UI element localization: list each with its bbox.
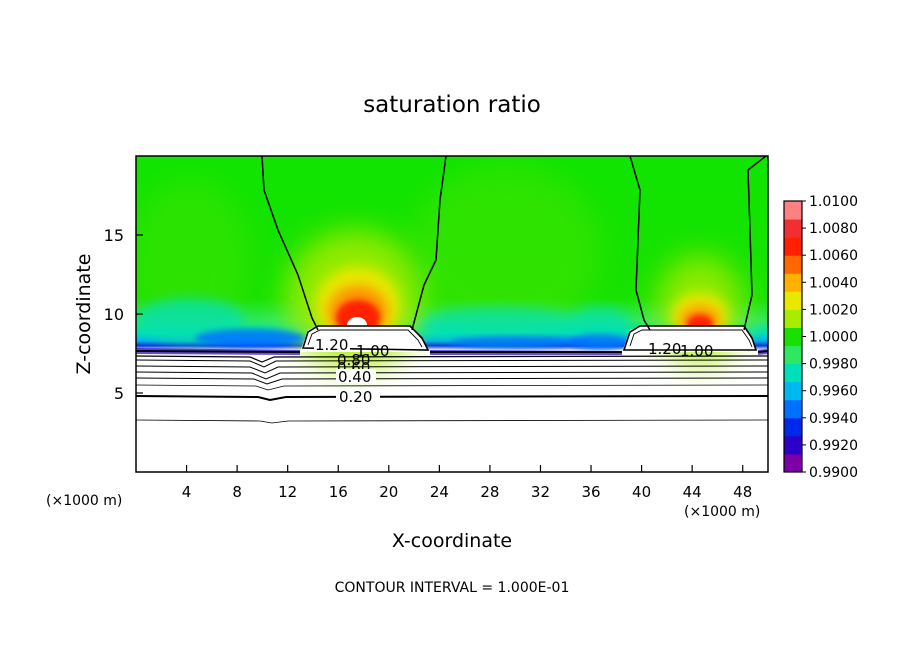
contour-label: 1.20 [315, 336, 348, 354]
contour-label-bg [314, 338, 350, 351]
colorbar-swatch [784, 291, 802, 310]
contour-1-00-d [743, 156, 767, 331]
x-tick-label: 12 [278, 483, 297, 501]
contour-0-50 [136, 371, 768, 380]
contour-0-40 [136, 377, 768, 385]
field-cyan-right [570, 307, 630, 343]
colorbar-swatch [784, 201, 802, 220]
colorbar-label: 1.0040 [809, 275, 858, 291]
field-cyan-mid [420, 307, 580, 343]
colorbar-label: 0.9900 [809, 465, 858, 481]
x-tick-label: 24 [430, 483, 449, 501]
colorbar-label: 0.9920 [809, 438, 858, 454]
x-tick-label: 32 [531, 483, 550, 501]
field-blue-right [570, 334, 630, 350]
contour-0-70 [136, 359, 768, 368]
x-axis-label: X-coordinate [392, 530, 512, 552]
x-tick-label: 8 [232, 483, 242, 501]
colorbar-label: 0.9980 [809, 357, 858, 373]
colorbar-swatch [784, 273, 802, 292]
contour-0-60 [136, 365, 768, 374]
plot-area [136, 156, 768, 472]
colorbar-swatch [784, 399, 802, 419]
contour-label-bg [336, 389, 380, 403]
colorbar-swatch [784, 309, 802, 328]
y-tick-label: 15 [104, 226, 124, 245]
field-haze-mid [410, 165, 600, 335]
y-tick-label: 5 [114, 384, 124, 403]
contour-label: 0.80 [337, 351, 370, 369]
colorbar-swatch [784, 345, 802, 365]
hill-right [622, 326, 758, 352]
colorbar-swatch [784, 255, 802, 274]
x-tick-label: 36 [581, 483, 600, 501]
hill-left-outline-inner [307, 329, 423, 348]
x-tick-label: 40 [632, 483, 651, 501]
x-tick-label: 28 [480, 483, 499, 501]
colorbar-swatch [784, 381, 802, 401]
colorbar-swatch [784, 435, 802, 455]
colorbar-swatch [784, 327, 802, 347]
y-tick-label: 10 [104, 305, 124, 324]
contour-1-00-a [261, 156, 319, 331]
hill-right-outline-inner [629, 329, 753, 348]
field-haze-left [136, 180, 250, 340]
contour-1-00-b [411, 156, 447, 331]
colorbar-swatch [784, 453, 802, 473]
contour-0-30 [136, 384, 768, 391]
colorbar-swatch [784, 417, 802, 437]
colorbar-swatch [784, 237, 802, 256]
contour-label: 1.20 [648, 340, 681, 358]
colorbar-label: 0.9940 [809, 411, 858, 427]
colorbar-swatch [784, 219, 802, 238]
colorbar-label: 1.0100 [809, 194, 858, 210]
contour-label: 0.20 [339, 388, 372, 406]
x-tick-label: 48 [733, 483, 752, 501]
contour-label: 0.40 [338, 368, 371, 386]
colorbar-swatch [784, 363, 802, 383]
field-blue-mid [450, 336, 590, 348]
chart-title: saturation ratio [363, 92, 541, 118]
colorbar: 1.0100 1.0080 1.0060 1.0040 1.0020 1.0000 0.99… [783, 194, 858, 481]
colorbar-label: 1.0060 [809, 248, 858, 264]
y-axis-ticks: 5 10 15 [104, 226, 143, 403]
contour-0-20 [136, 395, 768, 402]
hill-right-outline [622, 325, 758, 351]
x-axis-unit-right: (×1000 m) [684, 504, 760, 520]
contour-surface [136, 350, 768, 353]
contour-0-10 [136, 419, 768, 424]
colorbar-label: 0.9960 [809, 384, 858, 400]
x-axis-ticks: 4 8 12 16 20 24 28 32 36 40 44 48 [182, 465, 752, 501]
contour-0-80 [136, 355, 768, 363]
field-blue-left [195, 329, 305, 347]
colorbar-label: 1.0020 [809, 302, 858, 318]
contour-1-00-c [629, 156, 651, 331]
contour-labels: 1.20 1.00 0.80 0.60 0.40 0.20 1.20 1.00 [314, 336, 713, 406]
colorbar-label: 1.0080 [809, 221, 858, 237]
x-tick-label: 44 [683, 483, 702, 501]
x-tick-label: 4 [182, 483, 192, 501]
contour-label-bg [336, 369, 376, 383]
hill-left-outline [301, 325, 430, 351]
y-axis-label: Z-coordinate [73, 254, 95, 375]
x-axis-unit-left: (×1000 m) [46, 493, 122, 509]
colorbar-label: 1.0000 [809, 330, 858, 346]
contour-label: 1.00 [356, 342, 389, 360]
contour-label: 1.00 [680, 342, 713, 360]
x-tick-label: 20 [379, 483, 398, 501]
x-tick-label: 16 [329, 483, 348, 501]
contour-interval-note: CONTOUR INTERVAL = 1.000E-01 [335, 580, 570, 596]
